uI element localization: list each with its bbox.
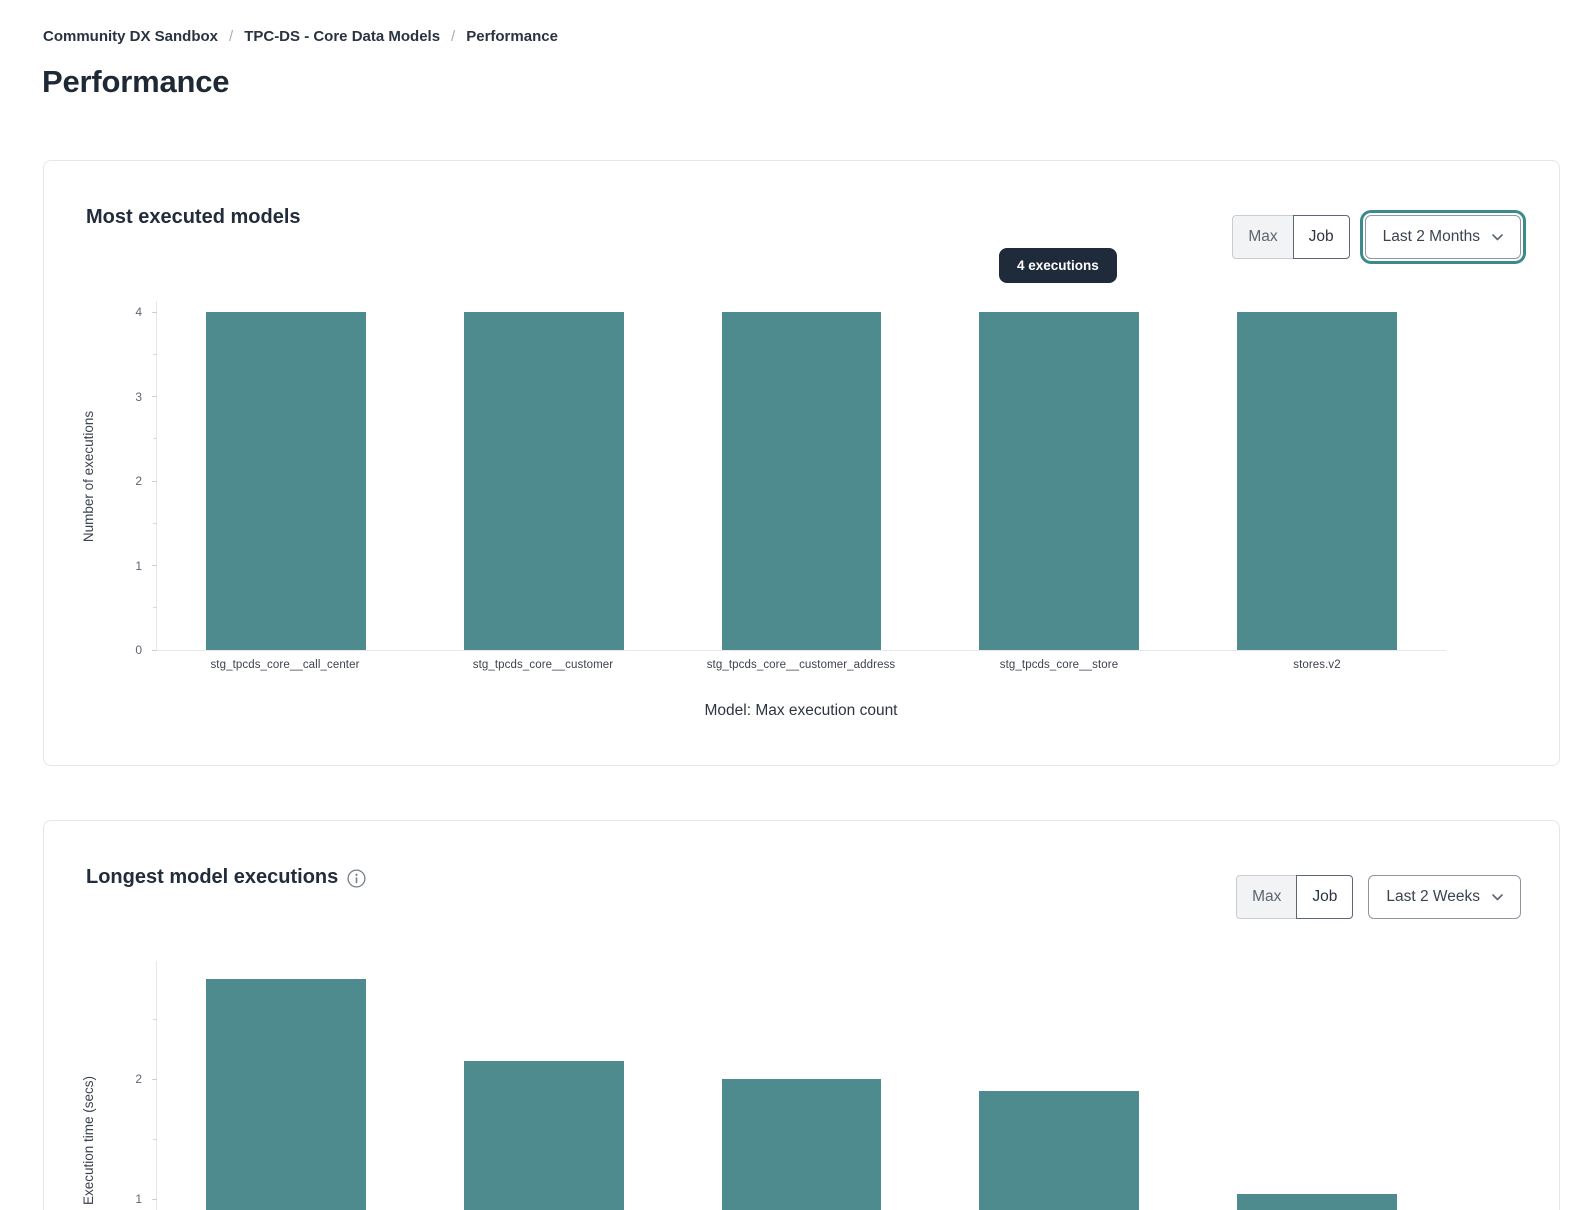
y-tick-mark (153, 438, 157, 440)
x-axis-category-label: stg_tpcds_core__customer (472, 659, 614, 671)
bars (157, 301, 1446, 650)
x-axis-category-label: stg_tpcds_core__call_center (210, 659, 360, 671)
max-job-toggle: Max Job (1236, 875, 1354, 919)
time-range-dropdown[interactable]: Last 2 Months (1364, 215, 1521, 259)
breadcrumb-current: Performance (466, 28, 558, 45)
chevron-down-icon (1492, 888, 1503, 906)
bar-chart-most-executed: 0 1 2 3 4 (135, 301, 1446, 656)
toggle-job-button[interactable]: Job (1292, 215, 1350, 259)
bar[interactable] (463, 1061, 624, 1210)
breadcrumb-separator: / (451, 28, 456, 45)
page-title: Performance (42, 64, 230, 99)
info-icon[interactable] (347, 869, 366, 888)
chart-tooltip: 4 executions (999, 248, 1117, 283)
breadcrumb-separator: / (229, 28, 234, 45)
bar[interactable] (463, 312, 624, 650)
time-range-dropdown[interactable]: Last 2 Weeks (1368, 875, 1521, 919)
bar-slot (415, 301, 673, 650)
breadcrumb-environment[interactable]: TPC-DS - Core Data Models (244, 28, 441, 45)
y-tick-mark (153, 1138, 157, 1140)
bar-slot (930, 961, 1188, 1210)
bar[interactable] (1237, 1194, 1397, 1210)
bar[interactable] (979, 1091, 1140, 1210)
x-axis-title: Model: Max execution count (704, 702, 898, 719)
y-tick-mark (152, 311, 157, 313)
y-tick-mark (152, 649, 157, 651)
bar-slot (930, 301, 1188, 650)
bar-slot (415, 961, 673, 1210)
x-axis-category-label: stores.v2 (1293, 659, 1341, 671)
toggle-job-button[interactable]: Job (1296, 875, 1354, 919)
y-tick-mark (152, 1198, 157, 1200)
x-axis-category-label: stg_tpcds_core__store (999, 659, 1119, 671)
bar-slot (157, 961, 415, 1210)
bar-slot (1188, 961, 1446, 1210)
y-axis-label-wrap: Number of executions (78, 301, 100, 651)
toggle-max-button[interactable]: Max (1236, 875, 1298, 919)
y-tick-label: 0 (135, 643, 142, 657)
y-tick-label: 2 (135, 1072, 142, 1086)
breadcrumb: Community DX Sandbox / TPC-DS - Core Dat… (43, 28, 558, 45)
bar-slot (673, 961, 931, 1210)
y-tick-mark (153, 353, 157, 355)
y-tick-mark (153, 1018, 157, 1020)
chevron-down-icon (1492, 228, 1503, 246)
chart-controls: Max Job Last 2 Weeks (1236, 875, 1521, 919)
bars (157, 961, 1446, 1210)
y-axis-label-wrap: Execution time (secs) (78, 961, 100, 1210)
y-tick-label: 1 (135, 1192, 142, 1206)
max-job-toggle: Max Job (1232, 215, 1350, 259)
bar[interactable] (979, 312, 1140, 650)
chart-controls: Max Job Last 2 Months (1232, 215, 1521, 259)
x-axis-category-labels: stg_tpcds_core__call_center stg_tpcds_cor… (156, 659, 1446, 671)
time-range-value: Last 2 Weeks (1386, 888, 1480, 905)
y-tick-label: 4 (135, 305, 142, 319)
time-range-value: Last 2 Months (1382, 228, 1480, 245)
most-executed-models-title: Most executed models (86, 206, 301, 228)
bar[interactable] (721, 312, 882, 650)
y-tick-mark (152, 1078, 157, 1080)
bar[interactable] (1237, 312, 1397, 650)
card-title: Longest model executions (86, 866, 366, 889)
bar-slot (673, 301, 931, 650)
y-axis-label: Execution time (secs) (81, 1075, 97, 1205)
most-executed-models-card: Most executed models Max Job Last 2 Mont… (43, 160, 1560, 766)
y-tick-mark (153, 607, 157, 609)
bar[interactable] (721, 1079, 882, 1210)
bar-slot (157, 301, 415, 650)
y-tick-mark (152, 396, 157, 397)
bar[interactable] (205, 979, 366, 1210)
x-axis-category-label: stg_tpcds_core__customer_address (706, 659, 896, 671)
y-tick-label: 2 (135, 474, 142, 488)
toggle-max-button[interactable]: Max (1232, 215, 1294, 259)
longest-model-executions-card: Longest model executions Max Job Last 2 … (43, 820, 1560, 1210)
y-axis-label: Number of executions (81, 410, 97, 542)
y-tick-mark (152, 480, 157, 482)
bar-slot (1188, 301, 1446, 650)
card-title: Most executed models (86, 206, 301, 229)
y-tick-label: 3 (135, 389, 142, 404)
y-tick-label: 1 (135, 558, 142, 573)
longest-model-executions-title: Longest model executions (86, 866, 339, 888)
breadcrumb-project[interactable]: Community DX Sandbox (43, 28, 219, 45)
bar[interactable] (205, 312, 366, 650)
y-tick-mark (153, 522, 157, 524)
y-tick-mark (152, 565, 157, 566)
